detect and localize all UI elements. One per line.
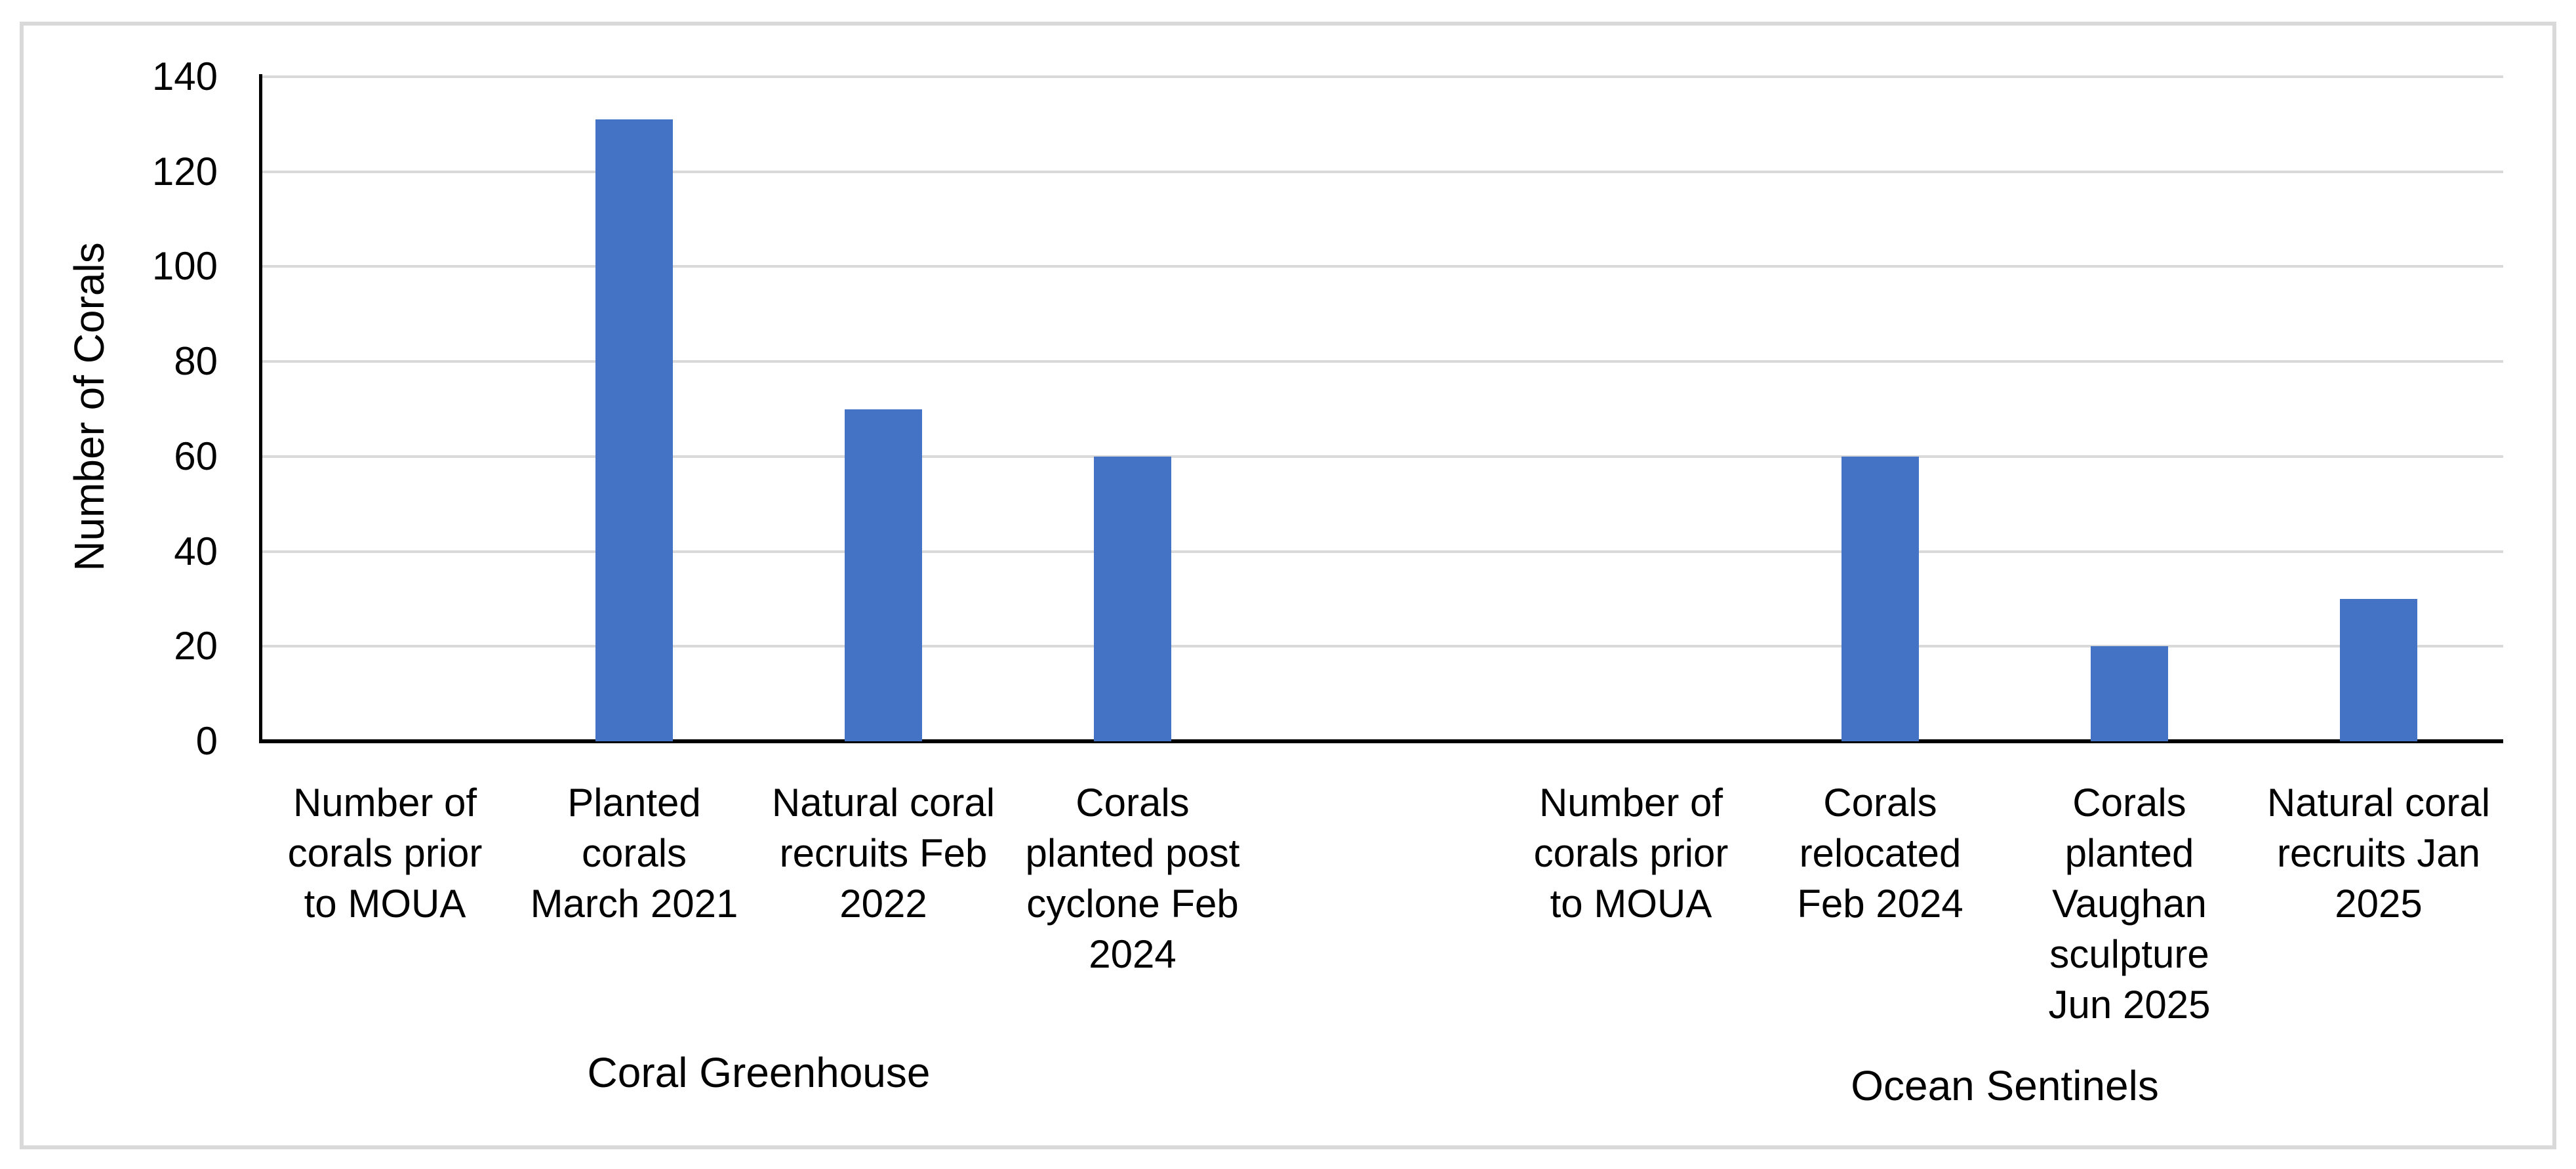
category-label-group1-cat3: Natural coral recruits Jan 2025: [2266, 781, 2491, 926]
bar-group1-cat3: [2340, 598, 2417, 741]
gridline-140: [260, 75, 2503, 78]
category-label-group0-cat3: Corals planted post cyclone Feb 2024: [1025, 781, 1240, 976]
gridline-120: [260, 170, 2503, 173]
bar-group1-cat1: [1841, 456, 1919, 741]
category-label-group0-cat2: Natural coral recruits Feb 2022: [771, 781, 996, 926]
y-tick-label-60: 60: [174, 434, 218, 478]
y-tick-label-0: 0: [195, 719, 218, 763]
category-label-group0-cat0: Number of corals prior to MOUA: [287, 781, 483, 926]
y-axis-title: Number of Corals: [66, 242, 113, 571]
bar-group0-cat3: [1094, 456, 1171, 741]
chart-outer-border: [20, 22, 2556, 1149]
group-label-coral-greenhouse: Coral Greenhouse: [587, 1049, 931, 1096]
y-tick-label-120: 120: [151, 149, 218, 194]
y-tick-label-40: 40: [174, 529, 218, 573]
x-axis-line: [259, 739, 2503, 743]
gridline-20: [260, 645, 2503, 648]
y-axis-line: [259, 74, 262, 741]
y-tick-label-140: 140: [151, 54, 218, 98]
y-tick-label-100: 100: [151, 244, 218, 289]
gridline-100: [260, 265, 2503, 268]
gridline-60: [260, 455, 2503, 458]
category-label-group1-cat2: Corals planted Vaughan sculpture Jun 202…: [2048, 781, 2211, 1027]
category-label-group0-cat1: Planted corals March 2021: [530, 781, 738, 926]
y-tick-label-80: 80: [174, 339, 218, 384]
gridline-40: [260, 550, 2503, 553]
gridline-80: [260, 360, 2503, 363]
y-tick-label-20: 20: [174, 624, 218, 668]
category-label-group1-cat0: Number of corals prior to MOUA: [1533, 781, 1729, 926]
bar-group0-cat1: [595, 119, 673, 741]
plot-area: [259, 74, 2503, 743]
category-label-group1-cat1: Corals relocated Feb 2024: [1797, 781, 1963, 926]
group-label-ocean-sentinels: Ocean Sentinels: [1851, 1062, 2159, 1109]
bar-group0-cat2: [845, 409, 922, 741]
bar-group1-cat2: [2091, 646, 2168, 741]
